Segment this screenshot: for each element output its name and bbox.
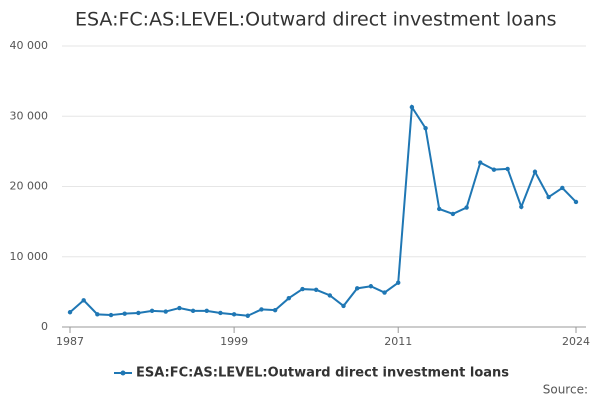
data-point [259, 307, 264, 312]
data-point [272, 307, 278, 313]
y-tick-label: 10 000 [10, 250, 49, 263]
y-tick-label: 40 000 [10, 39, 49, 52]
data-point [149, 308, 155, 314]
data-point [177, 305, 182, 311]
data-point [218, 310, 223, 316]
y-tick-label: 20 000 [10, 180, 49, 193]
data-point [573, 199, 579, 205]
data-point [327, 293, 333, 298]
data-point [204, 308, 209, 314]
data-point [300, 286, 305, 292]
data-point [368, 284, 374, 289]
legend-symbol [120, 370, 126, 376]
data-point [108, 312, 114, 318]
data-point [546, 194, 551, 200]
data-point [163, 309, 168, 314]
data-point [532, 169, 538, 174]
x-tick-label: 2024 [562, 335, 590, 348]
y-tick-label: 0 [41, 320, 48, 333]
data-point [341, 303, 346, 309]
data-point [519, 204, 524, 210]
data-point [450, 211, 456, 217]
data-point [478, 160, 483, 165]
data-point [67, 310, 73, 315]
data-point [560, 185, 565, 191]
data-point [122, 311, 127, 316]
x-tick-label: 2011 [384, 335, 412, 348]
data-point [245, 313, 250, 318]
y-tick-label: 30 000 [10, 109, 49, 122]
series-line [69, 104, 577, 317]
data-point [491, 167, 497, 172]
data-point [231, 312, 237, 317]
x-tick-label: 1987 [56, 335, 84, 348]
data-point [286, 295, 292, 301]
data-point [396, 280, 401, 285]
legend-label: ESA:FC:AS:LEVEL:Outward direct investmen… [136, 366, 509, 381]
data-point [437, 206, 442, 212]
data-point [505, 166, 510, 172]
data-point [313, 287, 319, 292]
data-point [464, 205, 469, 210]
chart-title: ESA:FC:AS:LEVEL:Outward direct investmen… [75, 9, 557, 31]
data-point [190, 308, 196, 314]
data-point [354, 286, 360, 291]
data-point [409, 104, 415, 110]
x-tick-label: 1999 [220, 335, 248, 348]
data-point [423, 125, 428, 131]
source: Source: [543, 383, 588, 397]
data-point [382, 290, 387, 295]
data-point [81, 298, 86, 303]
data-point [95, 312, 100, 317]
data-point [136, 310, 141, 316]
